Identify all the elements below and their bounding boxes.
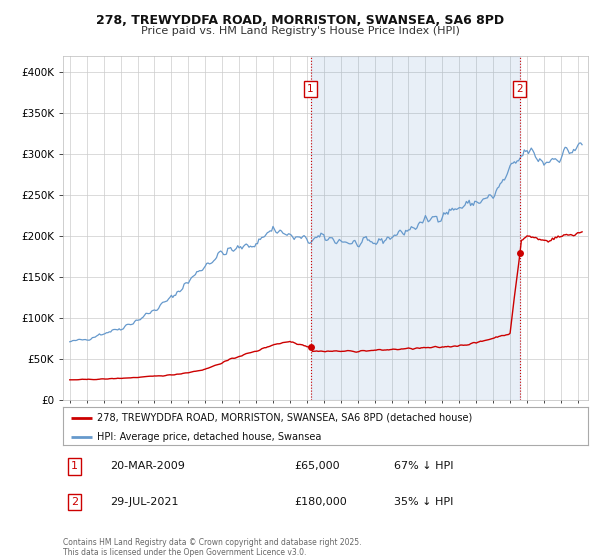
Text: 2: 2 xyxy=(71,497,78,507)
Text: 278, TREWYDDFA ROAD, MORRISTON, SWANSEA, SA6 8PD: 278, TREWYDDFA ROAD, MORRISTON, SWANSEA,… xyxy=(96,14,504,27)
Text: £180,000: £180,000 xyxy=(294,497,347,507)
Text: Contains HM Land Registry data © Crown copyright and database right 2025.
This d: Contains HM Land Registry data © Crown c… xyxy=(63,538,361,557)
Text: 35% ↓ HPI: 35% ↓ HPI xyxy=(394,497,453,507)
Text: Price paid vs. HM Land Registry's House Price Index (HPI): Price paid vs. HM Land Registry's House … xyxy=(140,26,460,36)
Text: 2: 2 xyxy=(517,84,523,94)
Text: 20-MAR-2009: 20-MAR-2009 xyxy=(110,461,185,472)
Text: £65,000: £65,000 xyxy=(294,461,340,472)
Text: 278, TREWYDDFA ROAD, MORRISTON, SWANSEA, SA6 8PD (detached house): 278, TREWYDDFA ROAD, MORRISTON, SWANSEA,… xyxy=(97,413,472,423)
Text: HPI: Average price, detached house, Swansea: HPI: Average price, detached house, Swan… xyxy=(97,432,322,442)
Bar xyxy=(311,56,520,400)
Text: 29-JUL-2021: 29-JUL-2021 xyxy=(110,497,179,507)
Text: 67% ↓ HPI: 67% ↓ HPI xyxy=(394,461,453,472)
Text: 1: 1 xyxy=(71,461,78,472)
Text: 1: 1 xyxy=(307,84,314,94)
